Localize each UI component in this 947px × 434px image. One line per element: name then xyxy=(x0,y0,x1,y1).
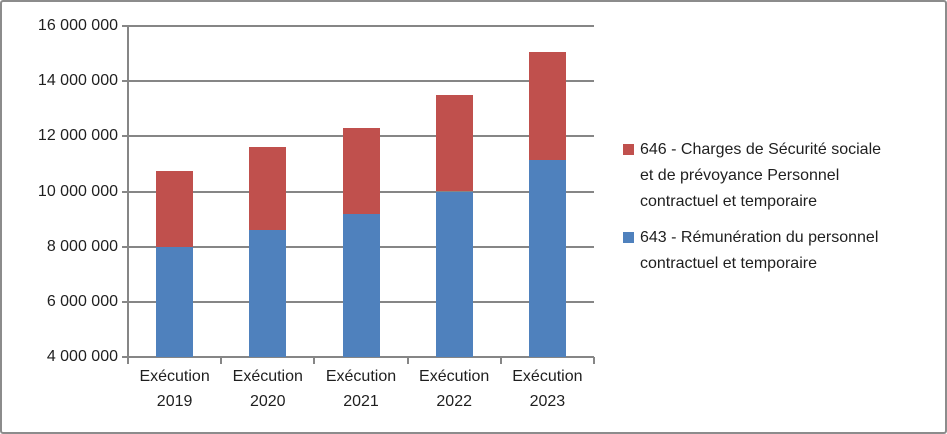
y-tick-label: 12 000 000 xyxy=(37,127,118,145)
legend-label-646: 646 - Charges de Sécurité sociale et de … xyxy=(640,141,882,210)
x-tick-label: Exécution 2022 xyxy=(419,368,490,410)
y-tick-label: 16 000 000 xyxy=(37,17,118,34)
bar-segment xyxy=(342,213,380,357)
x-axis-tick xyxy=(499,357,502,364)
legend-item-646: 646 - Charges de Sécurité sociale et de … xyxy=(623,137,881,215)
y-axis-line xyxy=(127,26,129,359)
bar-segment xyxy=(156,170,194,247)
legend-swatch-646-icon xyxy=(623,144,634,155)
y-tick-label: 8 000 000 xyxy=(46,237,118,255)
bar-segment xyxy=(435,191,473,357)
y-tick-label: 4 000 000 xyxy=(46,348,118,365)
bar-segment xyxy=(156,246,194,357)
gridline xyxy=(122,25,594,27)
x-axis-tick xyxy=(313,357,316,364)
bar-segment xyxy=(249,230,287,357)
x-tick-label: Exécution 2020 xyxy=(232,368,303,410)
x-tick-label: Exécution 2019 xyxy=(139,368,210,410)
bar-segment xyxy=(342,128,380,214)
y-tick-label: 10 000 000 xyxy=(37,182,118,200)
legend-label-643: 643 - Rémunération du personnel contract… xyxy=(640,229,879,272)
x-tick-label: Exécution 2021 xyxy=(325,368,397,410)
x-tick-label: Exécution 2023 xyxy=(512,368,583,410)
gridline xyxy=(122,356,594,358)
legend-swatch-643-icon xyxy=(623,232,634,243)
x-axis-tick xyxy=(593,357,595,364)
bar-segment xyxy=(435,94,473,192)
bar-segment xyxy=(528,52,566,160)
y-tick-label: 6 000 000 xyxy=(46,292,118,310)
gridline xyxy=(122,80,594,83)
y-tick-label: 14 000 000 xyxy=(37,72,118,90)
x-axis-tick xyxy=(406,357,409,364)
legend-item-643: 643 - Rémunération du personnel contract… xyxy=(623,225,878,277)
x-axis-tick xyxy=(220,357,223,364)
x-axis-tick xyxy=(127,357,129,364)
bar-segment xyxy=(249,147,287,231)
bar-segment xyxy=(528,159,566,357)
